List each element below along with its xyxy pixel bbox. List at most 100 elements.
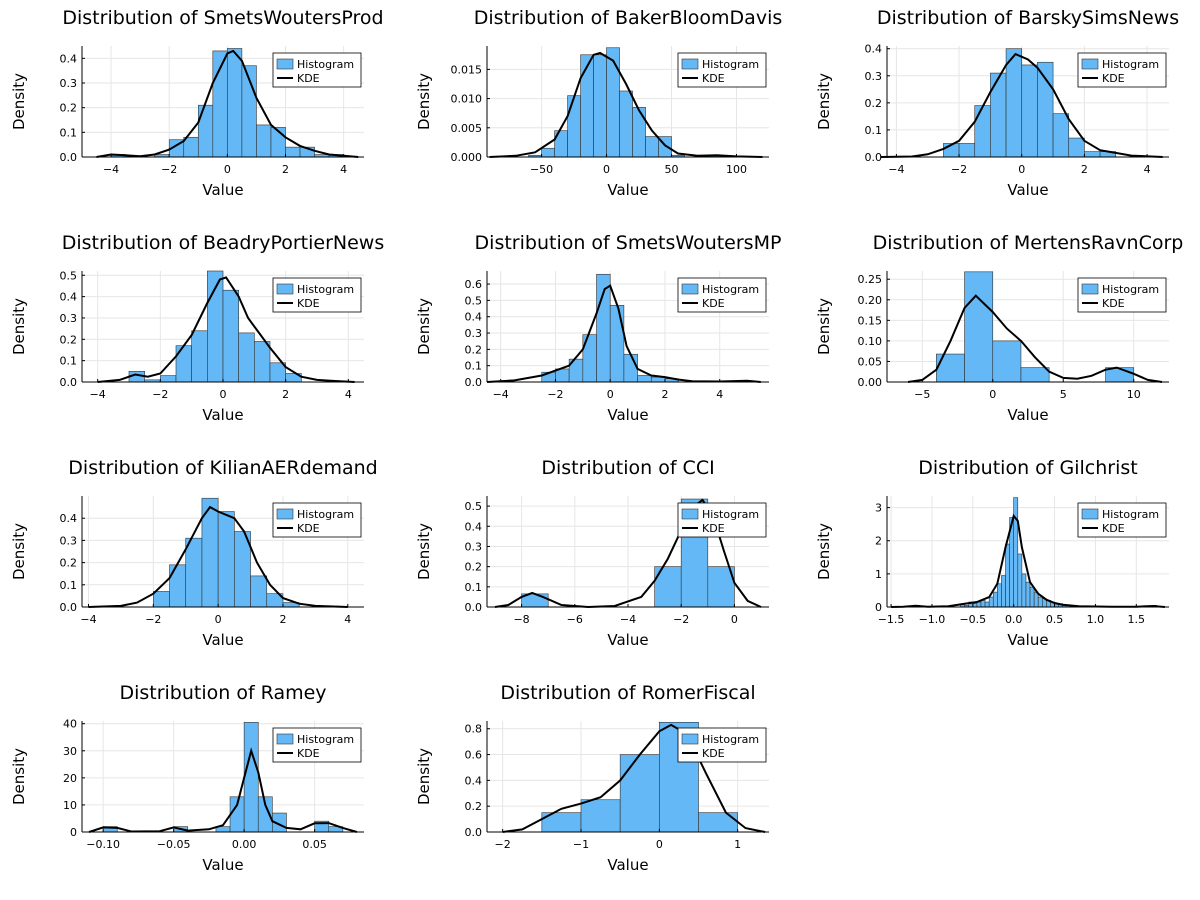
y-tick-label: 0.00 xyxy=(858,376,883,389)
kde-line xyxy=(907,294,1163,383)
histogram-bar xyxy=(1020,367,1050,383)
kde-line xyxy=(489,51,763,158)
legend-histogram-swatch xyxy=(1081,283,1099,295)
legend-histogram-swatch xyxy=(276,733,294,745)
x-tick-label: 0 xyxy=(1018,163,1025,176)
legend-histogram-label: Histogram xyxy=(702,58,759,71)
y-axis-label: Density xyxy=(415,298,433,355)
y-tick-label: 0.2 xyxy=(465,343,483,356)
subplot-10: −2 −1 0 1 0.0 0.2 0.4 0.6 0.8 Distribution of Rom… xyxy=(415,682,769,874)
histogram-bar xyxy=(992,591,998,608)
y-tick-label: 0.1 xyxy=(60,579,78,592)
legend-histogram-swatch xyxy=(1081,58,1099,70)
x-tick-label: 2 xyxy=(661,388,668,401)
y-axis-label: Density xyxy=(10,298,28,355)
histogram-bar xyxy=(222,289,239,383)
y-tick-label: 0.3 xyxy=(465,327,483,340)
histogram-bar xyxy=(243,722,259,833)
legend-histogram-swatch xyxy=(276,58,294,70)
legend-histogram-label: Histogram xyxy=(297,58,354,71)
kde-line xyxy=(880,52,1163,158)
histogram-bar xyxy=(593,54,607,158)
y-tick-label: 0.5 xyxy=(465,500,483,513)
x-tick-label: −0.10 xyxy=(86,838,120,851)
y-tick-label: 0.3 xyxy=(60,312,78,325)
legend-kde-label: KDE xyxy=(702,297,725,310)
histogram-bar xyxy=(567,95,581,158)
x-axis-label: Value xyxy=(607,856,648,874)
legend-kde-label: KDE xyxy=(297,747,320,760)
x-tick-label: −1.5 xyxy=(878,613,905,626)
histogram-bar xyxy=(183,136,199,158)
y-tick-label: 0.10 xyxy=(858,335,883,348)
x-axis-label: Value xyxy=(202,181,243,199)
histogram-bar xyxy=(250,575,268,608)
y-tick-label: 0.8 xyxy=(465,723,483,736)
y-tick-label: 0.2 xyxy=(60,333,78,346)
legend-histogram-label: Histogram xyxy=(297,733,354,746)
chart-title: Distribution of Ramey xyxy=(119,682,326,704)
x-tick-label: −2 xyxy=(547,388,563,401)
kde-line xyxy=(97,276,355,383)
y-tick-label: 0.4 xyxy=(865,43,883,56)
chart-title: Distribution of Gilchrist xyxy=(918,457,1137,479)
legend-kde-label: KDE xyxy=(297,72,320,85)
y-tick-label: 0.0 xyxy=(865,151,883,164)
histogram-bar xyxy=(980,600,986,608)
x-tick-label: −4 xyxy=(90,388,106,401)
x-axis-label: Value xyxy=(607,181,648,199)
x-tick-label: 1.0 xyxy=(1087,613,1105,626)
histogram-bar xyxy=(990,72,1007,158)
histogram-bar xyxy=(984,601,990,608)
kde-line xyxy=(88,747,358,833)
x-tick-label: −8 xyxy=(513,613,529,626)
legend-box xyxy=(1077,52,1167,88)
y-tick-label: 0.2 xyxy=(465,561,483,574)
legend-histogram-label: Histogram xyxy=(702,283,759,296)
x-tick-label: 0 xyxy=(224,163,231,176)
x-tick-label: −2 xyxy=(145,613,161,626)
y-axis-label: Density xyxy=(815,73,833,130)
subplot-5: −5 0 5 10 0.00 0.05 0.10 0.15 0.20 0.25 Distributi… xyxy=(815,232,1183,424)
x-tick-label: 0.5 xyxy=(1046,613,1064,626)
y-tick-label: 0.15 xyxy=(858,314,883,327)
y-tick-label: 0.5 xyxy=(60,269,78,282)
histogram-bar xyxy=(988,596,994,608)
histogram-bar xyxy=(1025,581,1031,608)
x-tick-label: 2 xyxy=(279,613,286,626)
histogram-bar xyxy=(541,147,555,158)
y-tick-label: 10 xyxy=(63,799,77,812)
histogram-bar xyxy=(227,48,243,158)
histogram-bar xyxy=(580,799,621,833)
legend-box xyxy=(1077,277,1167,313)
subplot-7: −8 −6 −4 −2 0 0.0 0.1 0.2 0.3 0.4 0.5 Distribution … xyxy=(415,457,769,649)
x-tick-label: 5 xyxy=(1060,388,1067,401)
kde-line xyxy=(88,505,348,608)
histogram-bar xyxy=(992,340,1022,383)
subplot-3: −4 −2 0 2 4 0.0 0.1 0.2 0.3 0.4 0.5 Distribution of… xyxy=(10,232,384,424)
legend-box xyxy=(677,52,767,88)
y-tick-label: 0.2 xyxy=(865,97,883,110)
y-tick-label: 0.3 xyxy=(60,77,78,90)
y-tick-label: 0 xyxy=(875,601,882,614)
y-tick-label: 1 xyxy=(875,568,882,581)
y-tick-label: 0.1 xyxy=(465,581,483,594)
kde-line xyxy=(486,284,761,383)
histogram-bar xyxy=(175,345,192,383)
x-tick-label: 0.05 xyxy=(302,838,327,851)
subplot-0: −4 −2 0 2 4 0.0 0.1 0.2 0.3 0.4 Distribution of Sm… xyxy=(10,7,384,199)
chart-title: Distribution of CCI xyxy=(541,457,714,479)
histogram-bar xyxy=(698,812,738,833)
x-tick-label: −4 xyxy=(80,613,96,626)
legend-histogram-label: Histogram xyxy=(702,733,759,746)
x-tick-label: −4 xyxy=(493,388,509,401)
histogram-bar xyxy=(254,341,271,383)
histogram-bar xyxy=(623,353,638,383)
histogram-bar xyxy=(707,566,735,608)
y-axis-label: Density xyxy=(10,523,28,580)
x-tick-label: 0 xyxy=(656,838,663,851)
legend-kde-label: KDE xyxy=(1102,522,1125,535)
y-tick-label: 0.015 xyxy=(451,63,483,76)
